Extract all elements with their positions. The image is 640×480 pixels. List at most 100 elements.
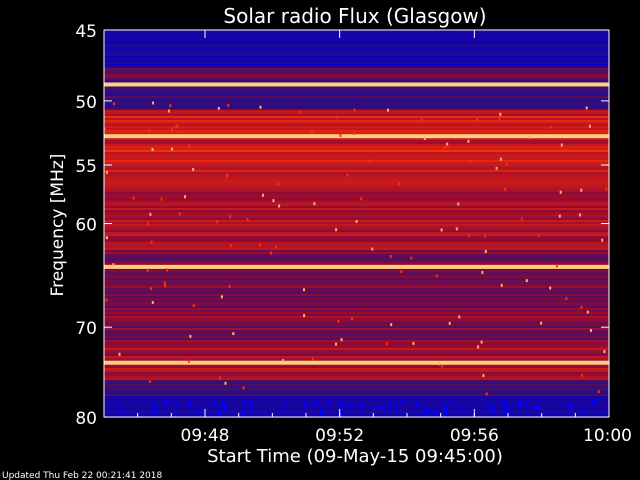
heatmap-row bbox=[104, 206, 609, 208]
heatmap-speck bbox=[353, 108, 356, 112]
heatmap-speck bbox=[467, 139, 470, 143]
heatmap-speck bbox=[534, 405, 537, 411]
heatmap-speck bbox=[441, 364, 444, 368]
heatmap-row bbox=[104, 64, 609, 66]
heatmap-speck bbox=[443, 410, 447, 416]
heatmap-row bbox=[104, 194, 609, 196]
heatmap-speck bbox=[163, 281, 166, 285]
heatmap-speck bbox=[455, 227, 458, 231]
heatmap-speck bbox=[303, 288, 305, 292]
heatmap-speck bbox=[400, 399, 404, 404]
heatmap-row bbox=[104, 112, 609, 114]
heatmap-row bbox=[104, 300, 609, 302]
heatmap-row bbox=[104, 378, 609, 380]
heatmap-row bbox=[104, 316, 609, 318]
heatmap-row bbox=[104, 346, 609, 348]
heatmap-row bbox=[104, 268, 609, 270]
heatmap-row bbox=[104, 164, 609, 166]
heatmap-row bbox=[104, 214, 609, 216]
heatmap-row bbox=[104, 322, 609, 324]
heatmap-speck bbox=[568, 403, 572, 409]
heatmap-speck bbox=[249, 406, 253, 412]
heatmap-speck bbox=[274, 245, 277, 249]
heatmap-row bbox=[104, 372, 609, 374]
heatmap-speck bbox=[220, 295, 223, 299]
heatmap-speck bbox=[394, 406, 398, 412]
heatmap-speck bbox=[174, 402, 178, 408]
heatmap-speck bbox=[335, 342, 337, 346]
x-axis-label: Start Time (09-May-15 09:45:00) bbox=[207, 446, 503, 467]
heatmap-row bbox=[104, 58, 609, 60]
x-axis: 09:48 09:52 09:56 10:00 bbox=[137, 30, 632, 446]
heatmap-speck bbox=[152, 101, 155, 105]
heatmap-speck bbox=[218, 410, 222, 416]
heatmap-row bbox=[104, 240, 609, 242]
heatmap-row bbox=[104, 224, 609, 226]
y-axis-label: Frequency [MHz] bbox=[48, 154, 68, 297]
heatmap-row bbox=[104, 236, 609, 238]
heatmap-row bbox=[104, 312, 609, 314]
heatmap-row bbox=[104, 200, 609, 202]
heatmap-speck bbox=[105, 170, 108, 174]
heatmap-row bbox=[104, 212, 609, 214]
heatmap-row bbox=[104, 284, 609, 286]
heatmap-row bbox=[104, 186, 609, 188]
y-tick-label: 50 bbox=[75, 93, 97, 113]
heatmap-row bbox=[104, 160, 609, 162]
heatmap-speck bbox=[360, 197, 363, 201]
heatmap-speck bbox=[192, 168, 195, 171]
heatmap-row bbox=[104, 318, 609, 320]
heatmap-row bbox=[104, 170, 609, 172]
heatmap-speck bbox=[336, 115, 339, 119]
heatmap-row bbox=[104, 226, 609, 228]
heatmap-row bbox=[104, 258, 609, 260]
heatmap-speck bbox=[340, 402, 343, 408]
heatmap-speck bbox=[457, 202, 460, 206]
heatmap-speck bbox=[491, 407, 495, 413]
heatmap-row bbox=[104, 90, 609, 92]
plot-area bbox=[103, 29, 610, 418]
heatmap-row bbox=[104, 326, 609, 328]
heatmap-row bbox=[104, 376, 609, 378]
heatmap-speck bbox=[499, 112, 502, 116]
heatmap-row bbox=[104, 142, 609, 144]
heatmap-row bbox=[104, 324, 609, 326]
heatmap-speck bbox=[505, 163, 508, 167]
heatmap-speck bbox=[481, 270, 484, 274]
heatmap-speck bbox=[151, 148, 154, 151]
heatmap-row bbox=[104, 158, 609, 160]
heatmap-row bbox=[104, 32, 609, 34]
heatmap-speck bbox=[153, 408, 157, 414]
heatmap-speck bbox=[272, 199, 275, 203]
heatmap-speck bbox=[440, 228, 443, 232]
heatmap-speck bbox=[244, 399, 248, 405]
heatmap-row bbox=[104, 244, 609, 246]
heatmap-row bbox=[104, 70, 609, 72]
heatmap-speck bbox=[335, 228, 338, 232]
y-axis: 45 50 55 60 70 80 bbox=[75, 22, 609, 429]
heatmap-speck bbox=[426, 407, 430, 413]
heatmap-row bbox=[104, 188, 609, 190]
heatmap-speck bbox=[192, 304, 195, 308]
heatmap-row bbox=[104, 344, 609, 346]
heatmap-speck bbox=[420, 118, 423, 122]
heatmap-row bbox=[104, 380, 609, 382]
heatmap-row bbox=[104, 210, 609, 212]
heatmap-row bbox=[104, 156, 609, 158]
heatmap-speck bbox=[558, 214, 561, 218]
heatmap-row bbox=[104, 414, 609, 416]
heatmap-row bbox=[104, 180, 609, 182]
heatmap-speck bbox=[597, 390, 600, 394]
heatmap-row bbox=[104, 54, 609, 56]
heatmap-speck bbox=[171, 147, 174, 151]
heatmap-row bbox=[104, 402, 609, 404]
heatmap-speck bbox=[242, 410, 246, 416]
heatmap-speck bbox=[113, 102, 116, 106]
heatmap-speck bbox=[500, 283, 503, 287]
heatmap-row bbox=[104, 274, 609, 276]
heatmap-speck bbox=[487, 403, 491, 409]
heatmap-row bbox=[104, 408, 609, 410]
heatmap-speck bbox=[242, 386, 245, 390]
heatmap-speck bbox=[152, 402, 156, 408]
heatmap-speck bbox=[327, 401, 331, 407]
